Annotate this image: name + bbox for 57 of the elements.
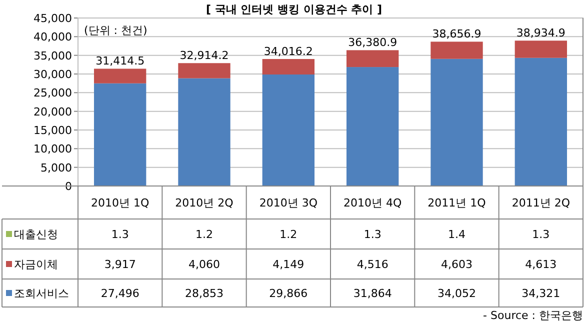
data-label: 4,613 bbox=[525, 258, 557, 271]
y-tick-label: 5,000 bbox=[40, 161, 72, 174]
data-label: 4,603 bbox=[441, 258, 472, 271]
y-tick-label: 45,000 bbox=[34, 12, 72, 25]
x-tick-label: 2010년 2Q bbox=[175, 196, 234, 210]
bar bbox=[514, 58, 568, 186]
y-tick-label: 40,000 bbox=[34, 30, 72, 44]
annotation: 32,914.2 bbox=[180, 49, 229, 62]
data-label: 28,853 bbox=[185, 287, 224, 300]
annotation: 34,016.2 bbox=[264, 45, 313, 58]
data-label: 1.3 bbox=[111, 228, 129, 241]
data-label: 1.3 bbox=[364, 228, 382, 241]
annotation: 31,414.5 bbox=[96, 54, 145, 68]
chart-title: [ 국내 인터넷 뱅킹 이용건수 추이 ] bbox=[206, 3, 382, 16]
data-label: 1.2 bbox=[196, 228, 213, 241]
data-label: 34,052 bbox=[438, 287, 476, 300]
bar bbox=[430, 42, 483, 59]
bar bbox=[178, 78, 230, 186]
bar bbox=[262, 74, 315, 186]
text: - Source : 한국은행 bbox=[483, 309, 583, 321]
annotation: 38,934.9 bbox=[516, 26, 566, 40]
bar bbox=[514, 40, 568, 58]
data-label: 1.4 bbox=[448, 228, 466, 241]
x-tick-label: 2010년 1Q bbox=[91, 196, 150, 210]
bar bbox=[346, 67, 399, 186]
data-label: 4,060 bbox=[188, 258, 220, 271]
data-label: 4,516 bbox=[356, 258, 388, 271]
data-label: 1.3 bbox=[532, 228, 550, 241]
y-tick-label: 20,000 bbox=[34, 105, 72, 118]
bar bbox=[94, 83, 146, 186]
annotation: (단위 : 천건) bbox=[84, 24, 148, 37]
data-label: 3,917 bbox=[104, 258, 136, 271]
data-label: 27,496 bbox=[100, 287, 140, 300]
data-label: 4,149 bbox=[272, 258, 304, 271]
bar bbox=[430, 58, 483, 186]
legend-label: 대출신청 bbox=[14, 228, 58, 241]
y-tick-label: 30,000 bbox=[34, 68, 72, 81]
bar bbox=[262, 59, 315, 74]
y-tick-label: 35,000 bbox=[34, 49, 72, 62]
x-tick-label: 2010년 3Q bbox=[259, 196, 318, 210]
y-tick-label: 10,000 bbox=[34, 142, 72, 156]
x-tick-label: 2011년 1Q bbox=[428, 196, 486, 210]
data-label: 1.2 bbox=[280, 228, 298, 241]
y-tick-label: 25,000 bbox=[34, 86, 72, 100]
bar bbox=[94, 68, 146, 84]
bar bbox=[346, 50, 399, 68]
y-tick-label: 15,000 bbox=[34, 124, 72, 137]
annotation: 36,380.9 bbox=[348, 36, 398, 50]
data-label: 29,866 bbox=[269, 287, 308, 300]
data-label: 34,321 bbox=[522, 287, 560, 300]
annotation: 38,656.9 bbox=[432, 28, 482, 41]
x-tick-label: 2011년 2Q bbox=[512, 196, 570, 210]
x-tick-label: 2010년 4Q bbox=[344, 196, 402, 210]
bar bbox=[178, 63, 230, 78]
legend-label: 자금이체 bbox=[14, 258, 58, 271]
data-label: 31,864 bbox=[353, 287, 392, 300]
legend-label: 조회서비스 bbox=[14, 287, 69, 300]
